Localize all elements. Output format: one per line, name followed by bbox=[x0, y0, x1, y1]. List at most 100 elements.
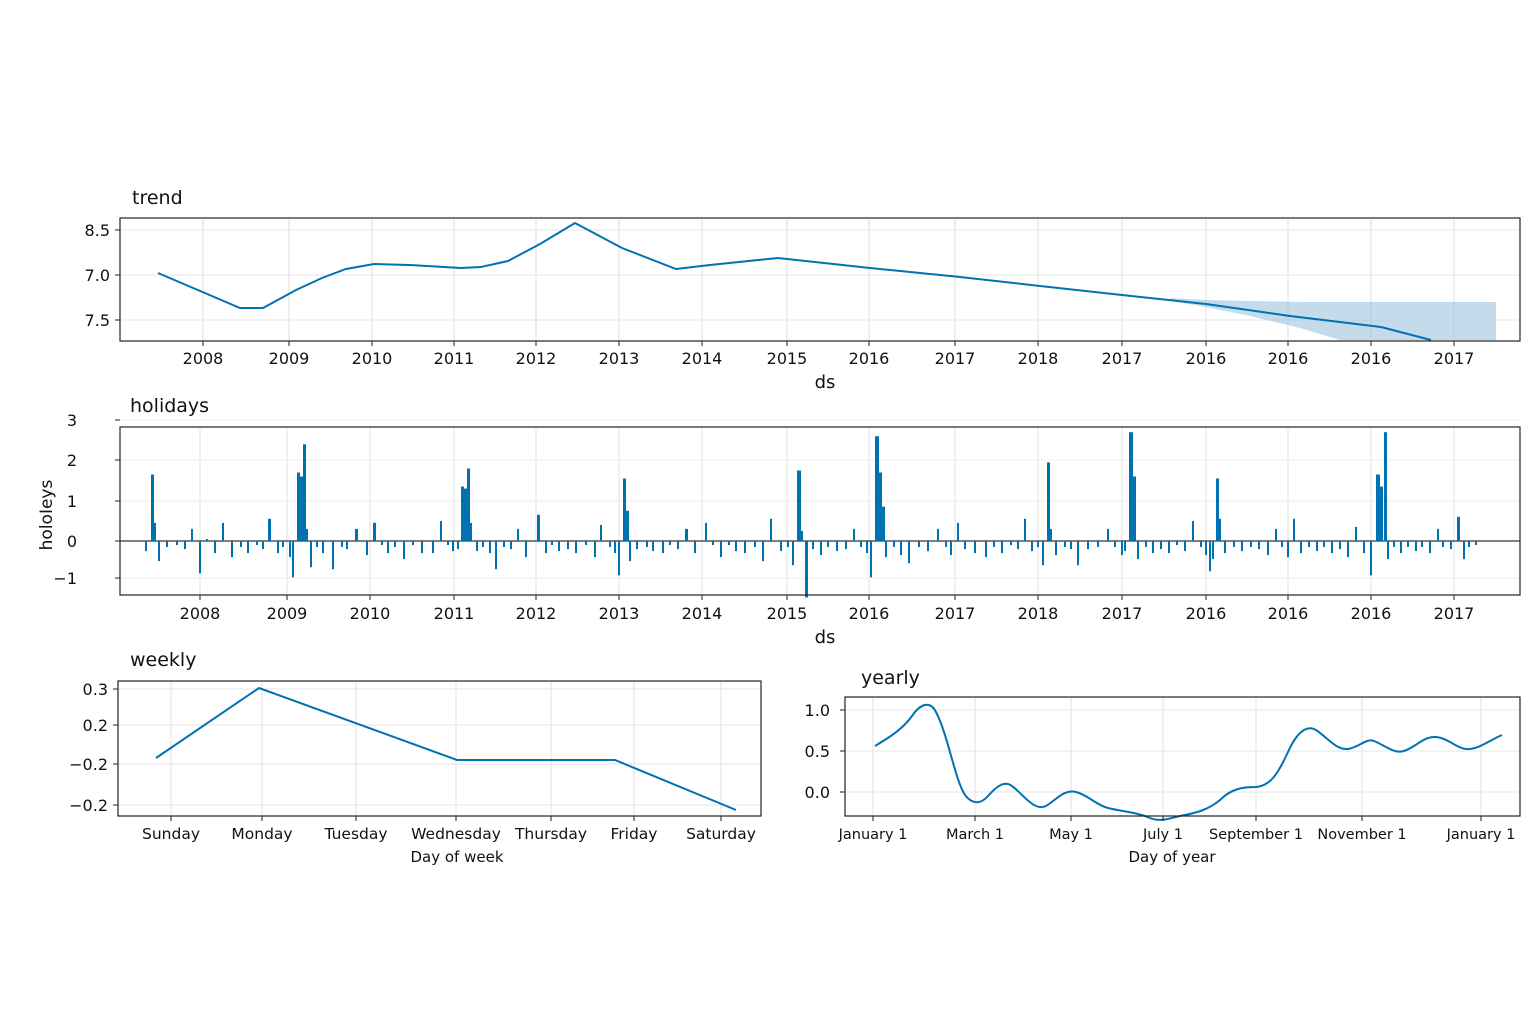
yearly-x-tick-label: July 1 bbox=[1142, 827, 1183, 843]
holiday-bar bbox=[762, 541, 764, 562]
holiday-bar bbox=[801, 530, 803, 541]
holiday-bar bbox=[1205, 541, 1207, 556]
weekly-y-tick-label: −0.2 bbox=[69, 796, 108, 815]
holiday-bar bbox=[277, 541, 279, 554]
holiday-bar bbox=[780, 541, 782, 552]
holiday-bar bbox=[1450, 541, 1452, 550]
holiday-bar bbox=[1339, 541, 1341, 550]
weekly-x-tick-label: Monday bbox=[231, 825, 292, 843]
holiday-bar bbox=[1200, 541, 1202, 547]
holiday-bar bbox=[1421, 541, 1423, 547]
holiday-bar bbox=[744, 541, 746, 554]
holiday-bar bbox=[792, 541, 794, 566]
weekly-panel: weekly 0.3 0.2 −0.2 −0.2 Sunday Monday Tuesda… bbox=[69, 649, 762, 866]
yearly-x-tick-label: January 1 bbox=[1446, 827, 1516, 843]
yearly-x-label: Day of year bbox=[1128, 848, 1216, 866]
trend-line bbox=[157, 221, 1432, 341]
holiday-bar bbox=[900, 541, 902, 556]
holiday-bar bbox=[381, 541, 383, 545]
holiday-bar bbox=[432, 541, 434, 554]
holiday-bar bbox=[629, 541, 631, 562]
holidays-y-axis: 3 2 1 0 −1 bbox=[53, 411, 120, 588]
holiday-bar bbox=[1384, 432, 1387, 541]
holiday-bar bbox=[685, 528, 688, 541]
yearly-y-tick-label: 0.5 bbox=[805, 742, 830, 761]
weekly-x-label: Day of week bbox=[410, 848, 503, 866]
holiday-bar bbox=[720, 541, 722, 558]
trend-x-tick-label: 2009 bbox=[269, 349, 310, 368]
weekly-x-tick-label: Saturday bbox=[686, 825, 756, 843]
holiday-bar bbox=[882, 506, 885, 541]
holidays-x-tick-label: 2016 bbox=[1351, 604, 1392, 623]
holiday-bar bbox=[1064, 541, 1066, 547]
holiday-bar bbox=[332, 541, 334, 570]
trend-panel: trend 8.5 7.0 7.5 2008 2009 2010 2011 2012 2013… bbox=[85, 187, 1521, 393]
holiday-bar bbox=[1429, 541, 1431, 554]
holiday-bar bbox=[355, 528, 358, 541]
holiday-bar bbox=[222, 522, 224, 541]
holiday-bar bbox=[770, 518, 772, 541]
holiday-bar bbox=[853, 528, 855, 541]
holiday-bar bbox=[151, 474, 154, 541]
trend-x-tick-label: 2017 bbox=[1102, 349, 1143, 368]
holiday-bar bbox=[1219, 518, 1221, 541]
holiday-bar bbox=[1031, 541, 1033, 552]
holiday-bar bbox=[154, 522, 156, 541]
holiday-bar bbox=[1376, 474, 1380, 541]
holiday-bar bbox=[805, 541, 808, 598]
yearly-grid bbox=[846, 698, 1519, 815]
trend-x-axis: 2008 2009 2010 2011 2012 2013 2014 2015 2016 2017… bbox=[183, 341, 1474, 368]
holiday-bar bbox=[1316, 541, 1318, 552]
holidays-x-tick-label: 2009 bbox=[267, 604, 308, 623]
holiday-bar bbox=[495, 541, 497, 570]
holiday-bar bbox=[1129, 432, 1133, 541]
trend-x-tick-label: 2018 bbox=[1018, 349, 1059, 368]
holiday-bar bbox=[366, 541, 368, 556]
holidays-x-tick-label: 2013 bbox=[599, 604, 640, 623]
holidays-x-tick-label: 2017 bbox=[1102, 604, 1143, 623]
holiday-bar bbox=[464, 488, 467, 541]
holiday-bar bbox=[1212, 541, 1214, 560]
holidays-x-tick-label: 2016 bbox=[849, 604, 890, 623]
holiday-bar bbox=[1347, 541, 1349, 558]
holiday-bar bbox=[787, 541, 789, 547]
trend-x-tick-label: 2013 bbox=[599, 349, 640, 368]
holiday-bar bbox=[567, 541, 569, 550]
holiday-bar bbox=[1121, 541, 1123, 556]
weekly-x-tick-label: Wednesday bbox=[411, 825, 501, 843]
holiday-bar bbox=[1308, 541, 1310, 547]
holiday-bar bbox=[1133, 476, 1136, 541]
holidays-y-label: holoIeys bbox=[37, 480, 57, 551]
holiday-bar bbox=[875, 436, 879, 541]
holiday-bar bbox=[937, 528, 939, 541]
holiday-bar bbox=[1037, 541, 1039, 547]
trend-x-tick-label: 2014 bbox=[682, 349, 723, 368]
holidays-x-tick-label: 2012 bbox=[516, 604, 557, 623]
holiday-bar bbox=[950, 541, 952, 556]
holiday-bar bbox=[1258, 541, 1260, 550]
weekly-y-tick-label: 0.3 bbox=[83, 680, 108, 699]
holiday-bar bbox=[1407, 541, 1409, 547]
holiday-bar bbox=[457, 541, 459, 550]
holiday-bar bbox=[600, 524, 602, 541]
holidays-grid bbox=[121, 419, 1519, 594]
holiday-bar bbox=[1114, 541, 1116, 547]
trend-y-tick-label: 7.0 bbox=[85, 266, 110, 285]
holidays-x-tick-label: 2018 bbox=[1018, 604, 1059, 623]
holiday-bar bbox=[1010, 541, 1012, 545]
weekly-y-tick-label: −0.2 bbox=[69, 755, 108, 774]
holiday-bar bbox=[503, 541, 505, 547]
holiday-bar bbox=[262, 541, 264, 550]
yearly-y-tick-label: 0.0 bbox=[805, 783, 830, 802]
weekly-title: weekly bbox=[130, 649, 196, 671]
holidays-y-tick-label: 3 bbox=[67, 411, 77, 430]
yearly-y-axis: 1.0 0.5 0.0 bbox=[805, 701, 845, 802]
trend-x-tick-label: 2011 bbox=[434, 349, 475, 368]
holiday-bar bbox=[517, 528, 519, 541]
holiday-bar bbox=[292, 541, 294, 578]
holiday-bar bbox=[1176, 541, 1178, 545]
yearly-axes-frame bbox=[844, 696, 1521, 817]
holidays-bars bbox=[145, 432, 1477, 598]
holiday-bar bbox=[827, 541, 829, 547]
holiday-bar bbox=[341, 541, 343, 547]
